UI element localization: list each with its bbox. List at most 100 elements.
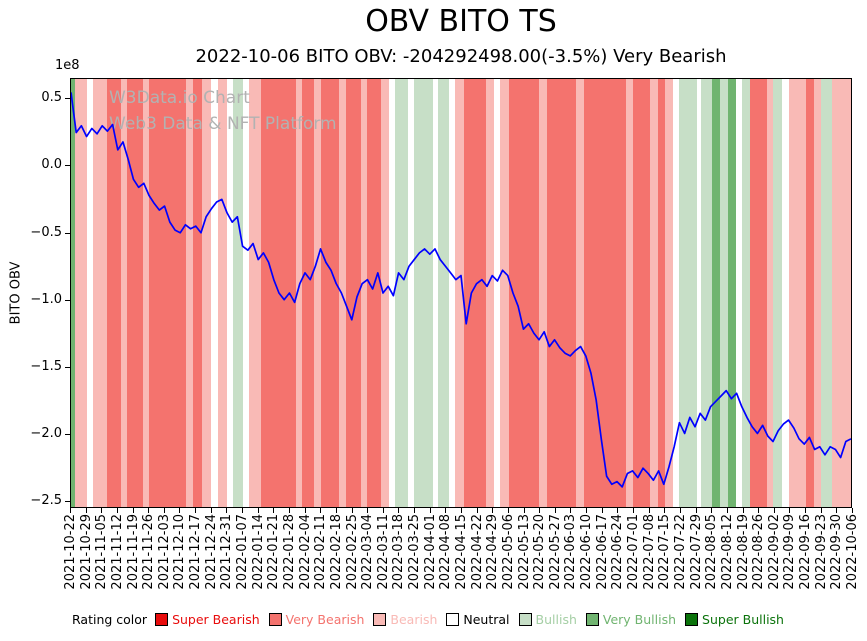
legend-item-label: Bearish	[390, 612, 438, 627]
obv-line-chart	[71, 92, 851, 488]
x-tick-label: 2021-10-29	[79, 514, 94, 590]
rating-bands-layer	[71, 79, 851, 507]
rating-band-very_bullish	[712, 79, 720, 507]
y-tick-label: 0.0	[41, 157, 62, 172]
x-tick-label: 2022-05-06	[501, 514, 516, 590]
rating-band-bearish	[381, 79, 390, 507]
rating-band-bearish	[339, 79, 346, 507]
x-tick-label: 2021-11-05	[94, 514, 109, 590]
rating-band-bullish	[719, 79, 728, 507]
x-tick-mark	[664, 508, 665, 513]
rating-band-bullish	[233, 79, 243, 507]
rating-band-very_bearish	[345, 79, 362, 507]
x-tick-mark	[117, 508, 118, 513]
rating-band-neutral	[242, 79, 249, 507]
x-tick-label: 2022-02-18	[329, 514, 344, 590]
y-tick-label: −1.5	[30, 359, 62, 374]
x-tick-label: 2022-04-08	[438, 514, 453, 590]
x-tick-label: 2022-06-03	[563, 514, 578, 590]
x-tick-mark	[539, 508, 540, 513]
rating-band-bullish	[395, 79, 408, 507]
rating-band-very_bearish	[464, 79, 486, 507]
x-tick-mark	[305, 508, 306, 513]
rating-band-neutral	[673, 79, 680, 507]
legend-item-bullish: Bullish	[518, 612, 577, 627]
legend-item-label: Super Bearish	[172, 612, 260, 627]
legend-swatch-icon	[685, 613, 699, 626]
x-tick-mark	[758, 508, 759, 513]
rating-band-very_bearish	[301, 79, 315, 507]
legend-item-very-bullish: Very Bullish	[585, 612, 676, 627]
x-tick-mark	[461, 508, 462, 513]
x-tick-label: 2022-05-13	[517, 514, 532, 590]
y-tick-label: −2.5	[30, 493, 62, 508]
legend-item-label: Very Bearish	[285, 612, 365, 627]
rating-band-bearish	[485, 79, 494, 507]
x-tick-label: 2022-08-19	[736, 514, 751, 590]
rating-band-very_bearish	[320, 79, 340, 507]
x-tick-mark	[633, 508, 634, 513]
x-tick-label: 2021-11-12	[110, 514, 125, 590]
y-tick-mark	[65, 300, 70, 301]
legend-items: Super Bearish Very Bearish Bearish Neutral B…	[155, 612, 793, 627]
x-tick-mark	[430, 508, 431, 513]
rating-band-bearish	[665, 79, 674, 507]
x-tick-label: 2022-04-29	[485, 514, 500, 590]
rating-band-bearish	[539, 79, 547, 507]
rating-band-bearish	[120, 79, 128, 507]
x-tick-mark	[524, 508, 525, 513]
rating-band-very_bearish	[584, 79, 627, 507]
x-tick-label: 2022-08-26	[751, 514, 766, 590]
x-tick-label: 2022-10-06	[845, 514, 860, 590]
rating-band-neutral	[493, 79, 500, 507]
legend-item-label: Super Bullish	[702, 612, 784, 627]
x-tick-label: 2021-12-24	[204, 514, 219, 590]
legend-item-label: Neutral	[463, 612, 510, 627]
x-tick-label: 2022-03-18	[391, 514, 406, 590]
x-tick-mark	[211, 508, 212, 513]
x-tick-mark	[492, 508, 493, 513]
rating-band-bearish	[649, 79, 658, 507]
x-tick-label: 2022-04-01	[423, 514, 438, 590]
legend-title: Rating color	[72, 612, 148, 627]
x-tick-label: 2022-09-23	[814, 514, 829, 590]
x-tick-mark	[477, 508, 478, 513]
x-tick-mark	[164, 508, 165, 513]
legend-item-bearish: Bearish	[373, 612, 437, 627]
x-tick-label: 2022-07-15	[657, 514, 672, 590]
legend-swatch-icon	[155, 613, 169, 626]
x-tick-label: 2022-02-04	[298, 514, 313, 590]
x-tick-label: 2022-06-24	[610, 514, 625, 590]
x-tick-label: 2022-02-11	[313, 514, 328, 590]
y-tick-label: −2.0	[30, 426, 62, 441]
x-tick-label: 2022-01-14	[251, 514, 266, 590]
x-tick-label: 2022-03-25	[407, 514, 422, 590]
x-tick-mark	[70, 508, 71, 513]
rating-band-very_bullish	[727, 79, 736, 507]
legend-swatch-icon	[518, 613, 532, 626]
rating-band-bullish	[414, 79, 433, 507]
y-tick-mark	[65, 501, 70, 502]
x-tick-label: 2022-06-17	[595, 514, 610, 590]
x-tick-mark	[774, 508, 775, 513]
x-tick-mark	[367, 508, 368, 513]
y-tick-mark	[65, 434, 70, 435]
rating-band-bullish	[741, 79, 750, 507]
rating-band-bearish	[217, 79, 227, 507]
x-tick-mark	[195, 508, 196, 513]
obv-line-series	[71, 92, 851, 488]
x-tick-mark	[649, 508, 650, 513]
rating-band-very_bearish	[106, 79, 121, 507]
x-tick-label: 2021-11-19	[126, 514, 141, 590]
rating-band-bearish	[766, 79, 773, 507]
x-tick-label: 2022-05-27	[548, 514, 563, 590]
rating-band-very_bearish	[632, 79, 650, 507]
x-tick-label: 2021-12-10	[172, 514, 187, 590]
x-tick-mark	[148, 508, 149, 513]
x-tick-mark	[86, 508, 87, 513]
legend-item-very-bearish: Very Bearish	[268, 612, 365, 627]
rating-band-bullish	[437, 79, 449, 507]
x-tick-mark	[179, 508, 180, 513]
chart-title: OBV BITO TS	[365, 4, 557, 39]
x-tick-label: 2022-09-09	[782, 514, 797, 590]
